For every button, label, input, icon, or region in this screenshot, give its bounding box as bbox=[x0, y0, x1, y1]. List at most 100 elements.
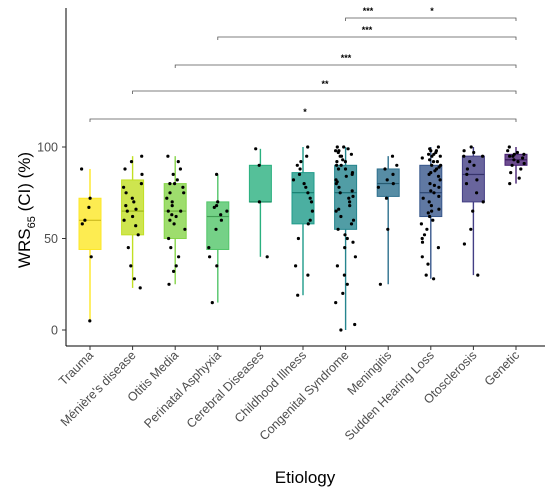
significance-label: * bbox=[430, 6, 434, 16]
data-point bbox=[428, 182, 432, 186]
data-point bbox=[129, 160, 134, 164]
data-point bbox=[172, 222, 176, 226]
data-point bbox=[80, 167, 84, 171]
data-point bbox=[437, 185, 441, 189]
data-point bbox=[434, 149, 438, 153]
data-point bbox=[215, 172, 219, 176]
data-point bbox=[376, 185, 380, 189]
data-point bbox=[508, 154, 512, 158]
data-point bbox=[295, 163, 299, 167]
box bbox=[248, 164, 272, 203]
data-point bbox=[430, 163, 434, 167]
data-point bbox=[378, 282, 382, 286]
data-point bbox=[166, 209, 170, 213]
data-point bbox=[339, 214, 343, 219]
box bbox=[291, 172, 315, 225]
data-point bbox=[219, 213, 223, 217]
data-point bbox=[481, 200, 485, 204]
data-point bbox=[427, 200, 431, 204]
data-point bbox=[508, 182, 512, 186]
data-point bbox=[516, 160, 520, 164]
data-point bbox=[341, 291, 345, 295]
significance-label: *** bbox=[341, 53, 352, 63]
data-point bbox=[131, 214, 135, 219]
y-axis-title: WRS65 (CI) (%) bbox=[15, 152, 38, 268]
data-point bbox=[471, 209, 475, 213]
data-point bbox=[138, 286, 142, 290]
x-tick-label: Perinatal Asphyxia bbox=[141, 348, 224, 431]
data-point bbox=[83, 218, 87, 222]
data-point bbox=[336, 227, 340, 231]
data-point bbox=[339, 154, 344, 158]
data-point bbox=[351, 218, 356, 222]
data-point bbox=[125, 209, 129, 213]
x-axis-title: Etiology bbox=[275, 468, 336, 487]
data-point bbox=[134, 207, 138, 211]
data-point bbox=[437, 194, 441, 198]
data-point bbox=[476, 273, 480, 277]
data-point bbox=[391, 172, 395, 176]
data-point bbox=[174, 214, 178, 219]
x-tick-label: Ménière's disease bbox=[58, 348, 139, 429]
data-point bbox=[294, 264, 298, 268]
data-point bbox=[506, 149, 510, 153]
data-point bbox=[475, 178, 479, 182]
data-point bbox=[334, 209, 338, 213]
data-point bbox=[308, 196, 312, 200]
data-point bbox=[522, 161, 526, 166]
data-point bbox=[427, 152, 431, 156]
data-point bbox=[350, 189, 354, 193]
data-point bbox=[167, 282, 171, 286]
data-point bbox=[88, 196, 92, 200]
data-point bbox=[308, 218, 312, 222]
box bbox=[461, 155, 485, 203]
data-point bbox=[140, 172, 144, 176]
data-point bbox=[306, 145, 310, 149]
data-point bbox=[342, 145, 346, 149]
data-point bbox=[140, 154, 144, 158]
data-point bbox=[305, 154, 309, 158]
data-point bbox=[430, 209, 434, 213]
data-point bbox=[173, 182, 177, 186]
data-point bbox=[515, 150, 520, 155]
data-point bbox=[257, 163, 261, 167]
data-point bbox=[215, 264, 219, 268]
data-point bbox=[421, 196, 425, 200]
data-point bbox=[167, 236, 171, 241]
data-point bbox=[132, 277, 136, 281]
data-point bbox=[254, 147, 258, 151]
data-point bbox=[296, 293, 300, 297]
data-point bbox=[335, 163, 339, 167]
data-point bbox=[343, 160, 347, 164]
data-point bbox=[422, 233, 427, 237]
data-point bbox=[334, 149, 338, 153]
data-point bbox=[348, 204, 352, 208]
box bbox=[334, 164, 358, 230]
data-point bbox=[134, 224, 138, 228]
y-tick-label: 50 bbox=[44, 232, 58, 246]
data-point bbox=[465, 172, 469, 176]
data-point bbox=[298, 167, 302, 171]
data-point bbox=[334, 178, 338, 182]
data-point bbox=[439, 163, 443, 167]
data-point bbox=[353, 255, 357, 259]
data-point bbox=[343, 167, 348, 171]
data-point bbox=[462, 149, 466, 153]
data-point bbox=[174, 264, 178, 268]
data-point bbox=[517, 176, 521, 180]
data-point bbox=[309, 200, 314, 204]
data-point bbox=[420, 255, 424, 259]
data-point bbox=[481, 154, 485, 158]
data-point bbox=[519, 167, 523, 171]
data-point bbox=[207, 246, 211, 250]
data-point bbox=[306, 191, 310, 195]
data-point bbox=[464, 182, 469, 186]
data-point bbox=[345, 282, 349, 286]
data-point bbox=[334, 301, 338, 305]
data-point bbox=[88, 319, 92, 323]
data-point bbox=[171, 172, 175, 176]
data-point bbox=[168, 191, 172, 195]
data-point bbox=[522, 152, 526, 156]
y-axis-title-main: WRS bbox=[15, 228, 34, 268]
data-point bbox=[431, 160, 436, 164]
